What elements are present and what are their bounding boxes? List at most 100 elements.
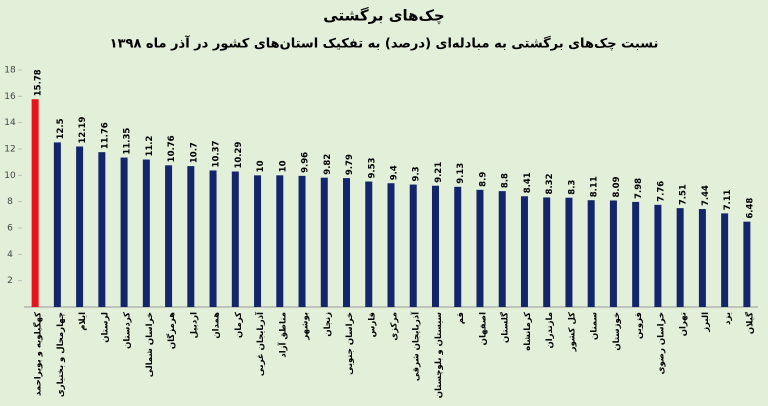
bar <box>721 213 729 307</box>
bar <box>654 204 662 307</box>
x-tick-label: آذربایجان غربی <box>254 311 266 376</box>
x-tick-label: تهران <box>679 312 689 336</box>
x-tick-label: کرمانشاه <box>523 312 533 351</box>
chart-title: چک‌های برگشتی <box>323 7 444 26</box>
bar <box>387 183 395 307</box>
y-tick-label: 14 <box>4 118 16 128</box>
value-label: 10.37 <box>212 140 222 167</box>
y-tick-label: 8 <box>7 197 13 207</box>
value-label: 8.41 <box>523 172 533 193</box>
bar <box>454 186 462 307</box>
x-tick-label: چهارمحال و بختیاری <box>56 312 66 397</box>
value-label: 12.19 <box>78 117 88 144</box>
x-tick-label: هرمزگان <box>166 312 177 349</box>
x-tick-label: کهگیلویه و بویراحمد <box>33 312 44 396</box>
y-tick-label: 12 <box>4 145 15 155</box>
x-tick-label: سمنان <box>590 312 600 340</box>
value-label: 10.76 <box>167 135 177 162</box>
y-tick-label: 16 <box>4 92 16 102</box>
y-tick-label: 4 <box>7 250 13 260</box>
value-label: 10.29 <box>234 142 244 169</box>
bar <box>254 175 262 307</box>
x-tick-label: اصفهان <box>478 312 488 345</box>
value-label: 9.13 <box>456 163 466 184</box>
value-label: 8.8 <box>501 173 511 188</box>
x-tick-label: قزوین <box>634 312 644 339</box>
x-tick-label: یزد <box>723 312 733 325</box>
x-tick-label: گلستان <box>500 312 511 343</box>
bar <box>31 99 39 307</box>
bar <box>98 152 106 307</box>
value-label: 7.76 <box>656 181 666 202</box>
y-tick-label: 10 <box>4 171 16 181</box>
value-label: 9.79 <box>345 154 355 175</box>
x-tick-label: اردبیل <box>189 312 199 339</box>
value-label: 9.53 <box>367 157 377 178</box>
x-tick-label: البرز <box>701 312 711 333</box>
value-label: 10.7 <box>189 142 199 163</box>
x-tick-label: خوزستان <box>612 312 622 351</box>
y-tick-label: 18 <box>4 66 16 76</box>
x-tick-label: سیستان و بلوچستان <box>434 312 444 398</box>
x-tick-label: همدان <box>212 312 222 339</box>
y-tick-label: 2 <box>7 276 13 286</box>
value-label: 8.11 <box>590 176 600 197</box>
bar <box>543 197 551 307</box>
bar <box>276 175 284 307</box>
value-label: 9.96 <box>301 152 311 173</box>
bar <box>165 165 173 307</box>
value-label: 12.5 <box>56 118 66 139</box>
x-tick-label: کرمان <box>234 312 244 338</box>
x-tick-label: مرکزی <box>390 312 400 341</box>
bar <box>53 142 61 307</box>
x-tick-label: کل کشور <box>567 312 577 352</box>
bar <box>609 200 617 307</box>
bar <box>76 146 84 307</box>
bar <box>120 157 128 307</box>
value-label: 7.44 <box>701 185 711 206</box>
x-tick-label: کردستان <box>123 312 133 349</box>
bar <box>520 196 528 307</box>
bar <box>209 170 217 307</box>
bar <box>743 221 751 307</box>
x-tick-label: آذربایجان شرقی <box>410 311 422 381</box>
bar <box>142 159 150 307</box>
chart-subtitle: نسبت چک‌های برگشتی به مبادله‌ای (درصد) ب… <box>110 35 659 52</box>
bar <box>231 171 239 307</box>
bar <box>298 175 306 307</box>
bar <box>343 178 351 307</box>
value-label: 15.78 <box>34 69 44 96</box>
value-label: 7.11 <box>723 189 733 210</box>
bar <box>676 208 684 307</box>
value-label: 6.48 <box>745 198 755 219</box>
y-tick-label: 6 <box>7 224 13 234</box>
x-tick-label: ایلام <box>78 312 88 331</box>
value-label: 7.98 <box>634 178 644 199</box>
value-label: 9.21 <box>434 162 444 183</box>
x-tick-label: فارس <box>367 312 377 337</box>
x-tick-label: گیلان <box>744 312 755 334</box>
bar <box>320 177 328 307</box>
value-label: 8.3 <box>567 180 577 195</box>
bar <box>431 185 439 307</box>
value-label: 10 <box>256 160 266 172</box>
bar <box>565 197 573 307</box>
value-label: 7.51 <box>679 184 689 205</box>
value-label: 11.2 <box>145 135 155 156</box>
x-tick-label: خراسان رضوی <box>656 312 666 374</box>
bar <box>498 191 506 307</box>
value-label: 9.3 <box>412 166 422 181</box>
x-tick-label: لرستان <box>100 312 110 343</box>
value-label: 11.76 <box>100 122 110 149</box>
value-label: 8.32 <box>545 173 555 194</box>
x-tick-label: مناطق آزاد <box>276 312 288 358</box>
bar <box>365 181 373 307</box>
value-label: 11.35 <box>123 128 133 155</box>
x-tick-label: خراسان شمالی <box>145 312 155 377</box>
bar <box>409 184 417 307</box>
x-tick-label: بوشهر <box>301 312 311 341</box>
value-label: 9.82 <box>323 154 333 175</box>
value-label: 10 <box>278 160 288 172</box>
x-tick-label: زنجان <box>323 312 333 337</box>
